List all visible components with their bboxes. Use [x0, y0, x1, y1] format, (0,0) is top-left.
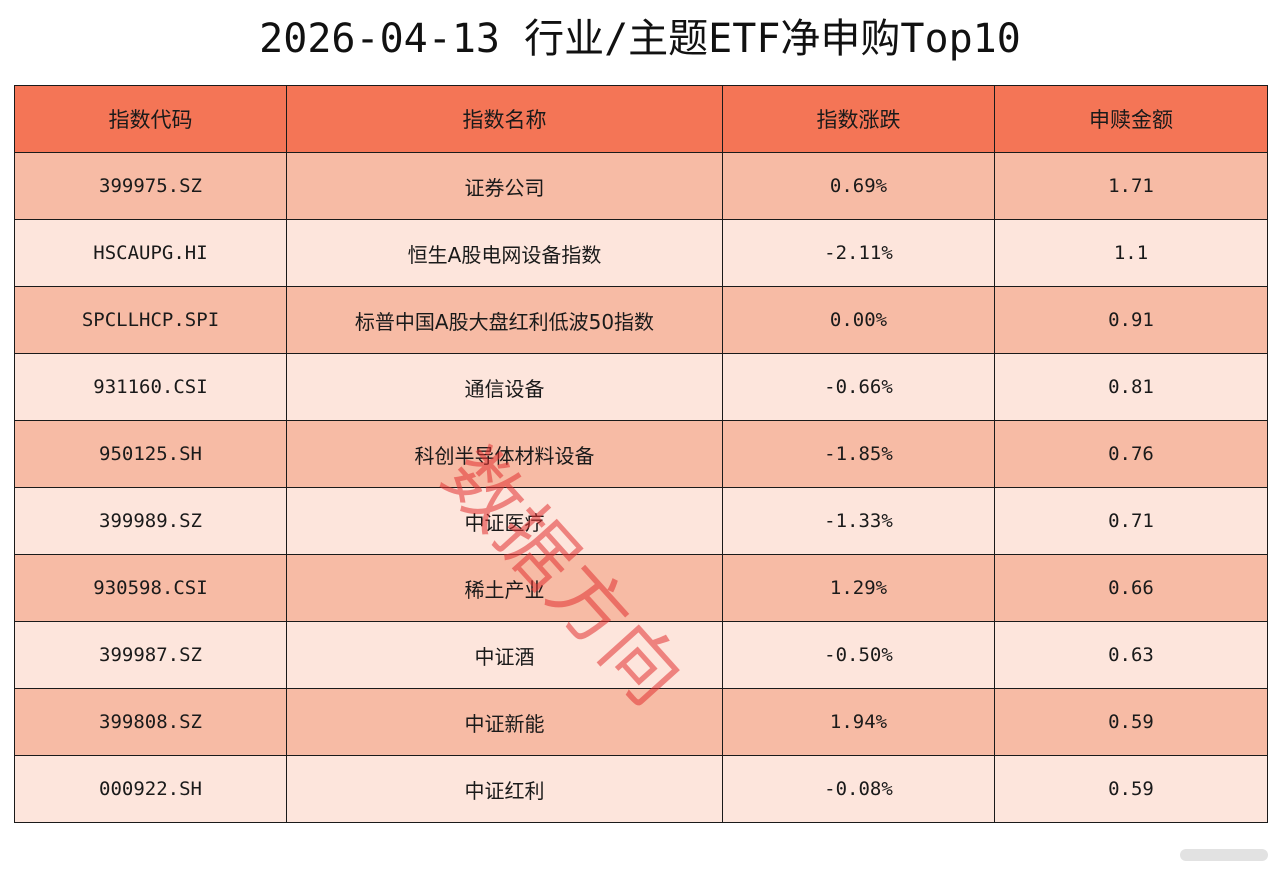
cell-index-code: 000922.SH: [14, 755, 287, 823]
cell-index-code: HSCAUPG.HI: [14, 219, 287, 287]
cell-index-change: 1.94%: [722, 688, 995, 756]
cell-index-change: -2.11%: [722, 219, 995, 287]
cell-index-code: 399987.SZ: [14, 621, 287, 689]
cell-index-code: 399989.SZ: [14, 487, 287, 555]
table-row: SPCLLHCP.SPI 标普中国A股大盘红利低波50指数 0.00% 0.91: [14, 286, 1268, 354]
cell-index-name: 中证酒: [286, 621, 723, 689]
table-row: 399808.SZ 中证新能 1.94% 0.59: [14, 688, 1268, 756]
corner-logo-mark: [1180, 849, 1268, 861]
cell-index-name: 中证新能: [286, 688, 723, 756]
table-row: HSCAUPG.HI 恒生A股电网设备指数 -2.11% 1.1: [14, 219, 1268, 287]
cell-index-name: 中证红利: [286, 755, 723, 823]
cell-index-name: 稀土产业: [286, 554, 723, 622]
page-title: 2026-04-13 行业/主题ETF净申购Top10: [259, 16, 1021, 62]
cell-index-code: 931160.CSI: [14, 353, 287, 421]
table-row: 399989.SZ 中证医疗 -1.33% 0.71: [14, 487, 1268, 555]
cell-net-amount: 1.71: [994, 152, 1268, 220]
cell-index-change: -0.50%: [722, 621, 995, 689]
table-row: 930598.CSI 稀土产业 1.29% 0.66: [14, 554, 1268, 622]
cell-index-change: -0.08%: [722, 755, 995, 823]
cell-net-amount: 0.63: [994, 621, 1268, 689]
cell-index-code: SPCLLHCP.SPI: [14, 286, 287, 354]
cell-index-name: 通信设备: [286, 353, 723, 421]
header-index-change: 指数涨跌: [722, 85, 995, 153]
cell-index-name: 科创半导体材料设备: [286, 420, 723, 488]
cell-net-amount: 1.1: [994, 219, 1268, 287]
cell-net-amount: 0.66: [994, 554, 1268, 622]
cell-index-name: 标普中国A股大盘红利低波50指数: [286, 286, 723, 354]
table-row: 931160.CSI 通信设备 -0.66% 0.81: [14, 353, 1268, 421]
cell-net-amount: 0.76: [994, 420, 1268, 488]
cell-index-code: 399975.SZ: [14, 152, 287, 220]
cell-net-amount: 0.91: [994, 286, 1268, 354]
cell-index-code: 950125.SH: [14, 420, 287, 488]
cell-index-change: -1.85%: [722, 420, 995, 488]
table-row: 950125.SH 科创半导体材料设备 -1.85% 0.76: [14, 420, 1268, 488]
header-index-code: 指数代码: [14, 85, 287, 153]
header-net-amount: 申赎金额: [994, 85, 1268, 153]
cell-index-code: 399808.SZ: [14, 688, 287, 756]
cell-net-amount: 0.81: [994, 353, 1268, 421]
cell-index-change: 0.00%: [722, 286, 995, 354]
cell-net-amount: 0.59: [994, 755, 1268, 823]
cell-net-amount: 0.71: [994, 487, 1268, 555]
cell-index-change: -0.66%: [722, 353, 995, 421]
cell-index-code: 930598.CSI: [14, 554, 287, 622]
etf-table: 指数代码 指数名称 指数涨跌 申赎金额 399975.SZ 证券公司 0.69% 1.…: [14, 85, 1268, 823]
cell-index-change: 0.69%: [722, 152, 995, 220]
table-row: 000922.SH 中证红利 -0.08% 0.59: [14, 755, 1268, 823]
cell-index-name: 恒生A股电网设备指数: [286, 219, 723, 287]
cell-index-change: -1.33%: [722, 487, 995, 555]
cell-net-amount: 0.59: [994, 688, 1268, 756]
table-row: 399987.SZ 中证酒 -0.50% 0.63: [14, 621, 1268, 689]
cell-index-name: 中证医疗: [286, 487, 723, 555]
cell-index-name: 证券公司: [286, 152, 723, 220]
table-row: 399975.SZ 证券公司 0.69% 1.71: [14, 152, 1268, 220]
cell-index-change: 1.29%: [722, 554, 995, 622]
table-header-row: 指数代码 指数名称 指数涨跌 申赎金额: [14, 85, 1268, 153]
header-index-name: 指数名称: [286, 85, 723, 153]
